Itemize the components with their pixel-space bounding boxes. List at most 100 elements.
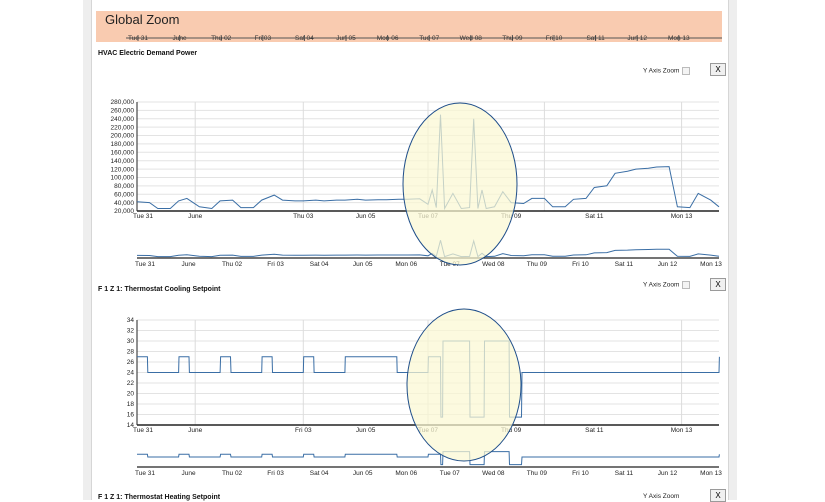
global-tick-label: Jun 12 bbox=[627, 35, 647, 42]
global-tick-label: Tue 07 bbox=[419, 35, 439, 42]
panel-title-heating-setpoint: F 1 Z 1: Thermostat Heating Setpoint bbox=[98, 494, 221, 501]
y-axis-zoom-toggle[interactable]: Y Axis Zoom bbox=[643, 493, 679, 500]
highlight-ellipse bbox=[406, 308, 522, 462]
x-tick-label: Jun 05 bbox=[356, 213, 376, 220]
global-tick-label: Sat 11 bbox=[586, 35, 605, 42]
x-tick-label: Sat 11 bbox=[585, 427, 604, 434]
overview-tick-label: Tue 07 bbox=[440, 261, 460, 268]
overview-tick-label: June bbox=[181, 261, 195, 268]
overview-tick-label: Jun 05 bbox=[353, 470, 373, 477]
y-axis-zoom-checkbox[interactable] bbox=[682, 67, 691, 75]
series-line bbox=[137, 340, 720, 418]
close-panel-button[interactable]: X bbox=[710, 278, 726, 291]
overview-tick-label: Thu 09 bbox=[527, 470, 548, 477]
global-tick-label: Sat 04 bbox=[295, 35, 314, 42]
y-tick-label: 34 bbox=[127, 317, 135, 324]
overview-tick-label: Wed 08 bbox=[482, 261, 505, 268]
y-tick-label: 20 bbox=[127, 391, 135, 398]
x-tick-label: Mon 13 bbox=[671, 427, 693, 434]
overview-series-line bbox=[136, 238, 720, 258]
y-axis-zoom-checkbox[interactable] bbox=[682, 281, 691, 289]
global-tick-label: Fri 10 bbox=[546, 35, 563, 42]
x-tick-label: Tue 07 bbox=[418, 213, 438, 220]
global-tick-label: Fri 03 bbox=[254, 35, 271, 42]
y-tick-label: 22 bbox=[127, 380, 135, 387]
overview-tick-label: Jun 12 bbox=[658, 261, 678, 268]
y-axis-zoom-label: Y Axis Zoom bbox=[643, 281, 680, 289]
overview-tick-label: Sat 11 bbox=[615, 261, 634, 268]
x-tick-label: Jun 05 bbox=[356, 427, 376, 434]
overview-tick-label: Tue 31 bbox=[135, 261, 155, 268]
right-gutter bbox=[728, 0, 737, 500]
overview-tick-label: Tue 07 bbox=[440, 470, 460, 477]
overview-tick-label: Mon 06 bbox=[395, 261, 417, 268]
global-tick-label: Jun 05 bbox=[336, 35, 356, 42]
y-tick-label: 28 bbox=[127, 349, 135, 356]
overview-tick-label: Mon 06 bbox=[395, 470, 417, 477]
x-tick-label: Fri 03 bbox=[295, 427, 312, 434]
x-tick-label: Thu 09 bbox=[501, 213, 522, 220]
y-tick-label: 14 bbox=[127, 422, 135, 429]
global-tick-label: Wed 08 bbox=[460, 35, 483, 42]
overview-tick-label: Sat 04 bbox=[310, 261, 329, 268]
y-tick-label: 260,000 bbox=[111, 108, 135, 115]
series-line bbox=[136, 114, 720, 211]
y-tick-label: 100,000 bbox=[111, 175, 135, 182]
global-tick-label: Thu 09 bbox=[502, 35, 523, 42]
global-tick-label: Tue 31 bbox=[128, 35, 148, 42]
overview-tick-label: Sat 11 bbox=[615, 470, 634, 477]
y-tick-label: 40,000 bbox=[114, 200, 134, 207]
y-axis-zoom-label: Y Axis Zoom bbox=[643, 67, 680, 75]
y-tick-label: 160,000 bbox=[111, 150, 135, 157]
y-tick-label: 30 bbox=[127, 338, 135, 345]
overview-tick-label: Mon 13 bbox=[700, 470, 722, 477]
y-axis-zoom-label: Y Axis Zoom bbox=[643, 493, 680, 500]
x-tick-label: June bbox=[188, 213, 202, 220]
y-tick-label: 280,000 bbox=[111, 99, 135, 106]
global-tick-label: June bbox=[173, 35, 187, 42]
x-tick-label: Thu 09 bbox=[501, 427, 522, 434]
y-tick-label: 20,000 bbox=[114, 208, 134, 215]
global-zoom-axis[interactable]: Tue 31 June Thu 02 Fri 03 Sat 04 Jun 05 Mon 06… bbox=[96, 11, 722, 42]
overview-tick-label: Wed 08 bbox=[482, 470, 505, 477]
y-tick-label: 200,000 bbox=[111, 133, 135, 140]
global-tick-label: Mon 13 bbox=[668, 35, 690, 42]
close-panel-button[interactable]: X bbox=[710, 63, 726, 76]
y-tick-label: 16 bbox=[127, 412, 135, 419]
left-gutter bbox=[83, 0, 92, 500]
y-tick-label: 60,000 bbox=[114, 191, 134, 198]
x-tick-label: June bbox=[188, 427, 202, 434]
panel-title-hvac: HVAC Electric Demand Power bbox=[98, 50, 198, 57]
x-tick-label: Sat 11 bbox=[585, 213, 604, 220]
global-zoom-title: Global Zoom bbox=[105, 12, 180, 27]
x-tick-label: Thu 03 bbox=[293, 213, 314, 220]
close-panel-button[interactable]: X bbox=[710, 489, 726, 502]
panel-title-cooling-setpoint: F 1 Z 1: Thermostat Cooling Setpoint bbox=[98, 286, 221, 293]
global-zoom-bar[interactable]: Global Zoom Tue 31 June Thu 02 Fri 03 Sat 04… bbox=[96, 11, 722, 42]
y-axis-zoom-toggle[interactable]: Y Axis Zoom bbox=[643, 281, 691, 289]
y-tick-label: 24 bbox=[127, 370, 135, 377]
overview-tick-label: June bbox=[181, 470, 195, 477]
global-tick-label: Thu 02 bbox=[211, 35, 232, 42]
overview-series-line bbox=[137, 451, 720, 466]
y-tick-label: 18 bbox=[127, 401, 135, 408]
x-tick-label: Tue 31 bbox=[133, 213, 153, 220]
x-tick-label: Tue 31 bbox=[133, 427, 153, 434]
x-tick-label: Tue 07 bbox=[418, 427, 438, 434]
overview-tick-label: Mon 13 bbox=[700, 261, 722, 268]
overview-tick-label: Fri 10 bbox=[572, 261, 589, 268]
overview-tick-label: Fri 03 bbox=[267, 470, 284, 477]
y-tick-label: 32 bbox=[127, 328, 135, 335]
y-tick-label: 140,000 bbox=[111, 158, 135, 165]
overview-tick-label: Sat 04 bbox=[310, 470, 329, 477]
y-axis-zoom-toggle[interactable]: Y Axis Zoom bbox=[643, 67, 691, 75]
y-tick-label: 80,000 bbox=[114, 183, 134, 190]
x-tick-label: Mon 13 bbox=[671, 213, 693, 220]
overview-tick-label: Fri 03 bbox=[267, 261, 284, 268]
y-tick-label: 180,000 bbox=[111, 141, 135, 148]
overview-tick-label: Thu 02 bbox=[222, 470, 243, 477]
overview-tick-label: Tue 31 bbox=[135, 470, 155, 477]
overview-tick-label: Jun 05 bbox=[353, 261, 373, 268]
